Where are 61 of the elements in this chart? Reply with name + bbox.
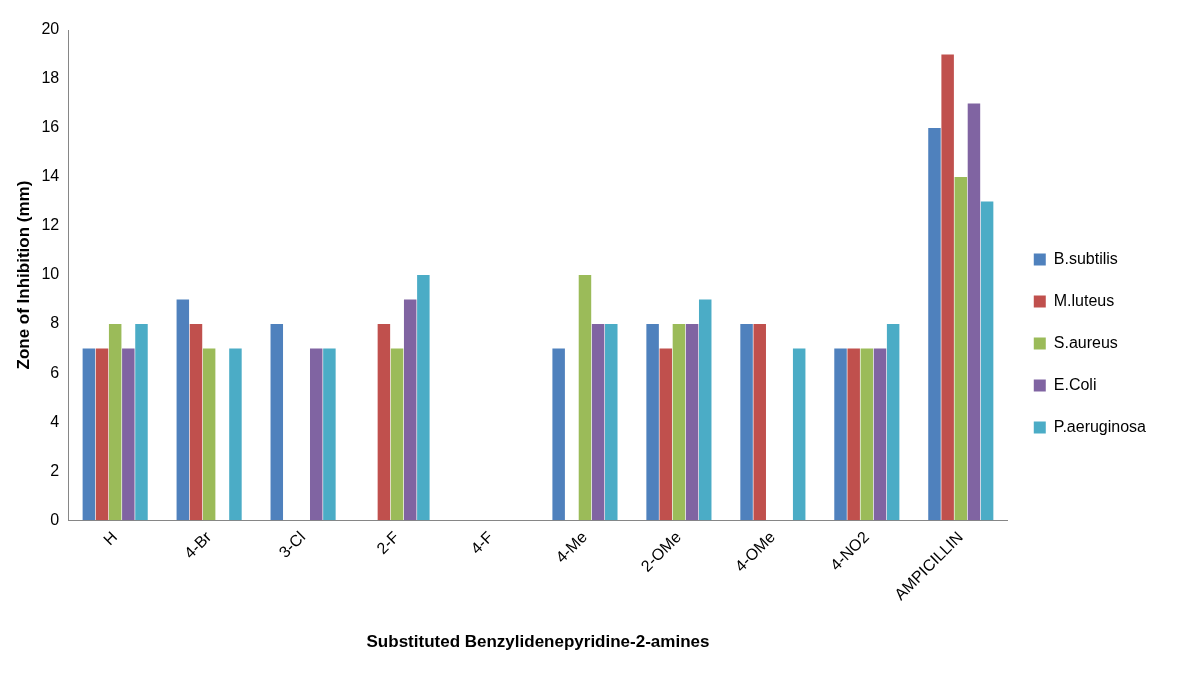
bar (792, 348, 806, 521)
bar (323, 348, 336, 521)
bar (108, 324, 122, 521)
legend-label: B.subtilis (1053, 249, 1118, 267)
y-tick-label: 0 (50, 510, 60, 528)
y-tick-label: 2 (50, 461, 60, 479)
bar (967, 103, 981, 521)
bar (740, 324, 753, 521)
bar (685, 324, 699, 521)
bar (941, 54, 954, 521)
bar (659, 348, 673, 521)
bar (698, 299, 712, 521)
bar (95, 348, 109, 521)
bar (82, 348, 96, 521)
y-tick-label: 16 (41, 118, 60, 136)
legend-label: P.aeruginosa (1053, 417, 1147, 435)
bar (605, 324, 618, 521)
bar (886, 324, 900, 521)
y-tick-label: 18 (41, 69, 60, 87)
x-tick-label: 3-Cl (275, 528, 309, 561)
y-tick-label: 4 (50, 412, 60, 430)
bar (189, 324, 203, 521)
y-tick-label: 20 (41, 20, 60, 38)
bar (672, 324, 686, 521)
bar (417, 275, 430, 521)
bar (135, 324, 148, 521)
legend-label: M.luteus (1053, 291, 1115, 309)
y-tick-label: 12 (41, 216, 60, 234)
bar (980, 201, 994, 521)
bar (202, 348, 216, 521)
bar (591, 324, 605, 521)
bar (873, 348, 887, 521)
legend-label: E.Coli (1053, 375, 1097, 393)
x-tick-label: 4-F (467, 528, 497, 558)
bar (176, 299, 190, 521)
y-tick-label: 10 (41, 265, 60, 283)
x-axis-title: Substituted Benzylidenepyridine-2-amines (366, 632, 710, 652)
bar (310, 348, 323, 521)
bar (552, 348, 565, 521)
y-axis-title: Zone of Inhibition (mm) (13, 180, 33, 370)
y-tick-label: 14 (41, 167, 60, 185)
legend-label: S.aureus (1053, 333, 1118, 351)
bar (122, 348, 135, 521)
bar (954, 177, 968, 521)
y-tick-label: 8 (50, 314, 60, 332)
bar (578, 275, 592, 521)
x-tick-label: 2-F (373, 528, 403, 558)
bar (860, 348, 874, 521)
bar (403, 299, 417, 521)
bar (847, 348, 860, 521)
bar (834, 348, 847, 521)
x-tick-label: H (100, 528, 121, 549)
bar (928, 128, 941, 521)
bar (229, 348, 242, 521)
bar (753, 324, 766, 521)
y-tick-label: 6 (50, 363, 60, 381)
bar (377, 324, 391, 521)
bar (270, 324, 284, 521)
bar (390, 348, 404, 521)
x-tick-label: 4-Br (180, 527, 215, 562)
bar (646, 324, 659, 521)
